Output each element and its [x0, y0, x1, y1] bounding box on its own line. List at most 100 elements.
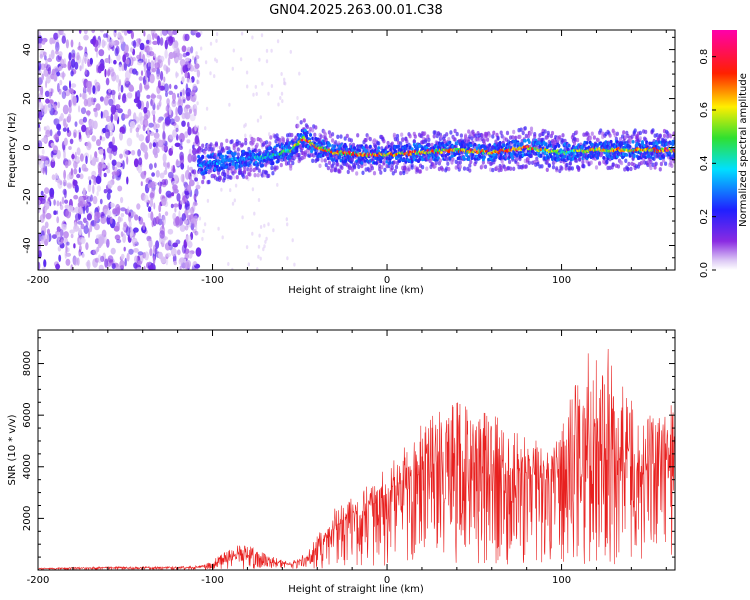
noise-cell [233, 198, 236, 203]
noise-cell [56, 149, 61, 160]
noise-cell [73, 224, 80, 232]
noise-cell [76, 52, 80, 61]
noise-cell [79, 153, 84, 162]
noise-cell [181, 76, 185, 83]
spectral-cell [255, 142, 259, 148]
spectral-cell [424, 139, 428, 144]
noise-cell [215, 38, 218, 43]
noise-cell [136, 96, 140, 103]
noise-cell [267, 222, 270, 227]
noise-cell [78, 105, 81, 113]
spectral-cell [400, 132, 404, 137]
noise-cell [192, 104, 198, 113]
spectral-cell [550, 130, 555, 136]
noise-cell [270, 48, 273, 53]
noise-cell [45, 75, 51, 84]
noise-cell [79, 200, 83, 206]
spectral-cell [652, 141, 656, 146]
spectrogram-ytick-label: -20 [22, 188, 33, 204]
noise-cell [80, 237, 86, 244]
spectral-cell [527, 160, 532, 165]
spectral-cell [637, 155, 641, 160]
spectral-cell [379, 159, 383, 164]
noise-cell [181, 213, 186, 222]
noise-cell [136, 103, 141, 108]
noise-cell [104, 68, 107, 78]
spectral-cell [527, 140, 531, 144]
noise-cell [56, 200, 60, 207]
noise-cell [61, 35, 66, 44]
noise-cell [155, 170, 160, 178]
noise-cell [163, 76, 166, 83]
spectral-cell [440, 151, 443, 154]
spectral-cell [641, 140, 644, 144]
noise-cell [172, 92, 176, 102]
noise-cell [202, 229, 205, 234]
spectral-cell [324, 162, 328, 168]
noise-cell [130, 211, 136, 217]
noise-cell [167, 171, 174, 179]
noise-cell [165, 91, 168, 98]
noise-cell [137, 260, 143, 266]
spectral-cell [498, 141, 502, 145]
noise-cell [204, 126, 207, 131]
spectral-cell [377, 146, 381, 150]
noise-cell [62, 104, 69, 115]
noise-cell [136, 203, 141, 210]
noise-cell [124, 44, 129, 53]
noise-cell [178, 132, 185, 143]
spectral-cell [445, 132, 449, 137]
noise-cell [123, 30, 128, 36]
noise-cell [85, 205, 89, 214]
spectral-cell [305, 124, 310, 130]
noise-cell [69, 80, 71, 90]
colorbar-tick-label: 0.8 [699, 49, 710, 65]
noise-cell [51, 234, 58, 240]
noise-cell [77, 45, 83, 51]
noise-cell [86, 195, 91, 205]
noise-cell [66, 182, 72, 188]
noise-cell [135, 127, 140, 133]
spectral-cell [234, 166, 238, 170]
noise-cell [147, 76, 150, 83]
noise-cell [52, 145, 59, 154]
noise-cell [111, 263, 116, 270]
spectral-cell [380, 165, 384, 170]
noise-cell [183, 219, 188, 225]
noise-cell [67, 113, 72, 122]
spectral-cell [526, 156, 531, 161]
noise-cell [81, 163, 87, 172]
noise-cell [144, 251, 150, 261]
snr-xtick-label: -100 [201, 575, 224, 586]
noise-cell [76, 173, 81, 179]
spectral-cell [638, 130, 643, 136]
noise-cell [194, 55, 200, 60]
noise-cell [107, 262, 112, 267]
spectrogram-frame [37, 29, 676, 271]
spectral-cell [546, 155, 550, 160]
noise-cell [168, 51, 174, 60]
noise-cell [192, 148, 197, 155]
spectral-cell [249, 167, 253, 173]
noise-cell [80, 107, 87, 115]
noise-cell [50, 142, 55, 148]
spectral-cell [523, 126, 527, 131]
noise-cell [83, 34, 89, 41]
noise-cell [185, 104, 191, 109]
spectral-cell [620, 160, 624, 166]
spectral-cell [449, 130, 453, 135]
noise-cell [164, 119, 171, 127]
noise-cell [265, 236, 268, 241]
spectral-cell [463, 157, 466, 161]
noise-cell [153, 202, 156, 210]
noise-cell [95, 175, 102, 185]
noise-cell [197, 80, 200, 85]
noise-cell [158, 100, 162, 107]
noise-cell [245, 70, 249, 75]
noise-cell [148, 163, 153, 170]
noise-cell [148, 238, 153, 249]
noise-cell [85, 242, 89, 251]
spectral-cell [545, 160, 549, 165]
noise-cell [148, 122, 154, 128]
spectral-cell [244, 137, 248, 143]
